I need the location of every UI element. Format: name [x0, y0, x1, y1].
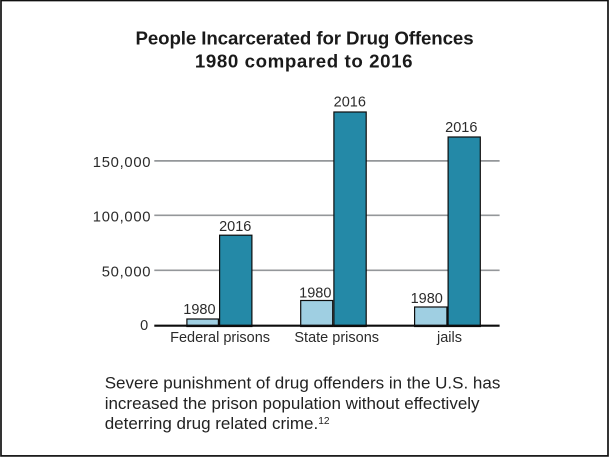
svg-text:People Incarcerated for Drug O: People Incarcerated for Drug Offences: [136, 28, 474, 49]
svg-text:State prisons: State prisons: [294, 330, 379, 346]
svg-text:1980: 1980: [299, 286, 331, 302]
svg-text:100,000: 100,000: [93, 209, 151, 225]
svg-text:Severe punishment of drug offe: Severe punishment of drug offenders in t…: [105, 374, 501, 393]
svg-text:2016: 2016: [445, 120, 477, 136]
svg-text:increased the prison populatio: increased the prison population without …: [105, 394, 480, 413]
svg-text:150,000: 150,000: [93, 155, 151, 171]
svg-text:1980 compared to 2016: 1980 compared to 2016: [195, 50, 413, 71]
svg-text:0: 0: [140, 318, 148, 334]
svg-text:Federal prisons: Federal prisons: [170, 330, 270, 346]
svg-text:2016: 2016: [219, 219, 251, 235]
svg-text:50,000: 50,000: [102, 264, 151, 280]
svg-text:deterring drug related crime.1: deterring drug related crime.12: [105, 414, 330, 433]
svg-text:1980: 1980: [183, 302, 215, 318]
svg-text:1980: 1980: [411, 291, 443, 307]
svg-text:jails: jails: [436, 330, 462, 346]
svg-text:2016: 2016: [334, 95, 366, 111]
